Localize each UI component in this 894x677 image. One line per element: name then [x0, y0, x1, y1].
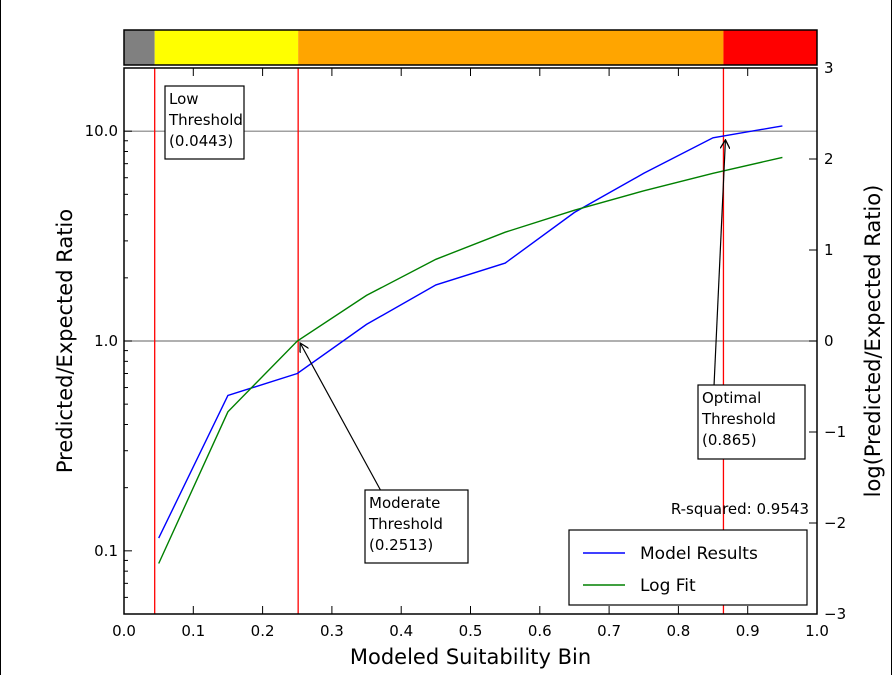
legend-label: Log Fit: [640, 576, 696, 596]
y-tick-label: 0.1: [94, 542, 118, 560]
x-tick-label: 0.7: [597, 622, 621, 640]
x-tick-label: 0.9: [736, 622, 760, 640]
annotation-arrow: [300, 343, 381, 491]
annotation-text: Threshold: [368, 515, 443, 533]
annotation-box: [364, 489, 469, 564]
annotation-text: Moderate: [369, 494, 440, 512]
color-bar-border: [123, 29, 818, 66]
y-right-tick-label: −3: [824, 605, 846, 623]
x-tick-label: 0.5: [459, 622, 483, 640]
x-tick-label: 0.3: [320, 622, 344, 640]
color-bar-segment: [723, 30, 817, 65]
annotation-box: [697, 384, 806, 460]
threshold-color-bar: [123, 29, 818, 66]
annotation-text: Threshold: [701, 410, 776, 428]
y-right-tick-label: 0: [824, 332, 834, 350]
y-tick-label: 1.0: [94, 332, 118, 350]
x-axis-ticks: 0.0 0.1 0.2 0.3 0.4 0.5 0.6 0.7 0.8 0.9 1.0: [112, 68, 829, 640]
annotation-text: Optimal: [702, 389, 761, 407]
x-tick-label: 0.2: [251, 622, 275, 640]
y-right-tick-label: −1: [824, 423, 846, 441]
x-tick-label: 0.0: [112, 622, 136, 640]
color-bar-segment: [154, 30, 299, 65]
x-tick-label: 1.0: [805, 622, 829, 640]
x-axis-title: Modeled Suitability Bin: [350, 645, 591, 669]
legend-box: [568, 529, 808, 606]
x-tick-label: 0.8: [666, 622, 690, 640]
y-right-tick-label: 1: [824, 241, 834, 259]
legend-label: Model Results: [640, 544, 758, 564]
legend: Model Results Log Fit: [568, 529, 808, 606]
series-lines: [158, 125, 783, 564]
series-line: [158, 125, 783, 539]
y-right-tick-label: 3: [824, 59, 834, 77]
y-axis-title: Predicted/Expected Ratio: [53, 209, 77, 473]
x-tick-label: 0.6: [528, 622, 552, 640]
y-axis-ticks: 0.1 1.0 10.0: [85, 67, 132, 615]
y-right-axis-ticks: −3 −2 −1 0 1 2 3: [809, 59, 846, 623]
y-tick-label: 10.0: [85, 122, 118, 140]
annotation-arrow: [713, 140, 725, 386]
y-right-tick-label: −2: [824, 514, 846, 532]
x-tick-label: 0.4: [389, 622, 413, 640]
reference-lines: [124, 130, 817, 342]
annotation-text: (0.2513): [369, 536, 433, 554]
r-squared-label: R-squared: 0.9543: [671, 500, 809, 518]
annotation-text: (0.865): [702, 431, 757, 449]
y-right-tick-label: 2: [824, 150, 834, 168]
y-right-axis-title: log(Predicted/Expected Ratio): [861, 185, 885, 498]
x-tick-label: 0.1: [181, 622, 205, 640]
annotation-text: Low: [169, 90, 199, 108]
color-bar-segment: [298, 30, 724, 65]
annotation-text: (0.0443): [169, 132, 233, 150]
color-bar-segment: [124, 30, 155, 65]
annotation-text: Threshold: [168, 111, 243, 129]
annotation-box: [164, 85, 245, 160]
series-line: [158, 156, 783, 564]
annotations: Low Threshold (0.0443) Moderate Threshold (0.…: [164, 85, 806, 564]
